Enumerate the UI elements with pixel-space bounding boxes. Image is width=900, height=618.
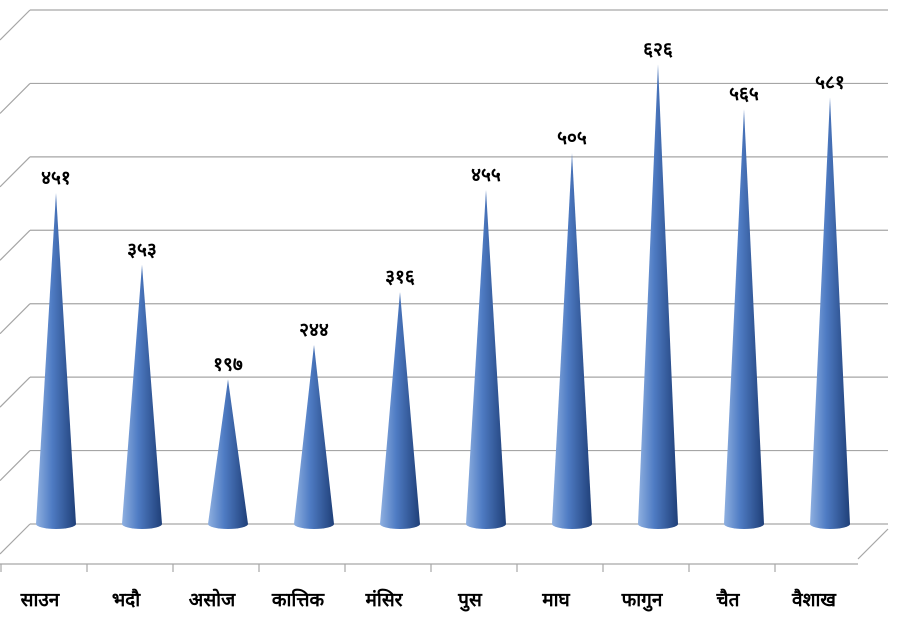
category-label: चैत <box>716 588 741 611</box>
data-label: ३५३ <box>127 239 157 261</box>
data-label: ५०५ <box>557 127 587 149</box>
data-labels: ४५१ ३५३ १९७ २४४ ३१६ ४५५ ५०५ ६२६ ५६५ ५८१ <box>41 38 845 375</box>
category-label: साउन <box>20 589 61 611</box>
gridline-wall <box>0 83 31 114</box>
cone-bar <box>294 344 334 529</box>
cone-bar <box>122 264 162 529</box>
cone-bar <box>638 64 678 529</box>
cone-body <box>552 153 592 529</box>
category-label: फागुन <box>621 589 664 612</box>
cone-bar <box>208 379 248 529</box>
cone-bar <box>810 97 850 529</box>
cone-bar <box>552 153 592 529</box>
data-label: ६२६ <box>643 38 673 60</box>
data-label: ५८१ <box>815 71 845 93</box>
gridline-wall <box>0 523 31 555</box>
category-label: कात्तिक <box>271 588 326 611</box>
data-label: १९७ <box>213 353 243 375</box>
category-labels: साउन भदौ असोज कात्तिक मंसिर पुस माघ फागुन चैत वैश… <box>20 588 838 612</box>
data-label: ३१६ <box>385 266 415 288</box>
cone-body <box>810 97 850 529</box>
category-label: भदौ <box>112 588 141 611</box>
cone-body <box>294 344 334 529</box>
cone-body <box>724 109 764 529</box>
cone-body <box>122 264 162 529</box>
cones <box>36 64 850 529</box>
category-label: वैशाख <box>791 588 837 611</box>
category-label: असोज <box>189 588 236 611</box>
cone-body <box>466 189 506 529</box>
gridline-wall <box>0 376 31 408</box>
gridline-wall <box>0 229 31 261</box>
gridline-wall <box>0 9 31 41</box>
x-axis <box>0 563 858 572</box>
cone-body <box>638 64 678 529</box>
data-label: ४५१ <box>41 167 71 189</box>
gridline-wall <box>0 156 31 188</box>
cone-body <box>36 192 76 529</box>
cone-body <box>208 379 248 529</box>
gridline-wall <box>0 303 31 335</box>
data-label: ५६५ <box>729 83 759 105</box>
category-label: पुस <box>457 589 483 612</box>
floor-edge <box>857 528 889 560</box>
data-label: २४४ <box>299 319 329 341</box>
cone-body <box>380 291 420 529</box>
cone-bar <box>724 109 764 529</box>
category-label: मंसिर <box>365 588 404 611</box>
cone-bar <box>466 189 506 529</box>
cone-bar <box>380 291 420 529</box>
category-label: माघ <box>541 589 570 611</box>
cone-bar <box>36 192 76 529</box>
data-label: ४५५ <box>471 164 501 186</box>
gridlines <box>0 9 889 560</box>
gridline-wall <box>0 450 31 481</box>
